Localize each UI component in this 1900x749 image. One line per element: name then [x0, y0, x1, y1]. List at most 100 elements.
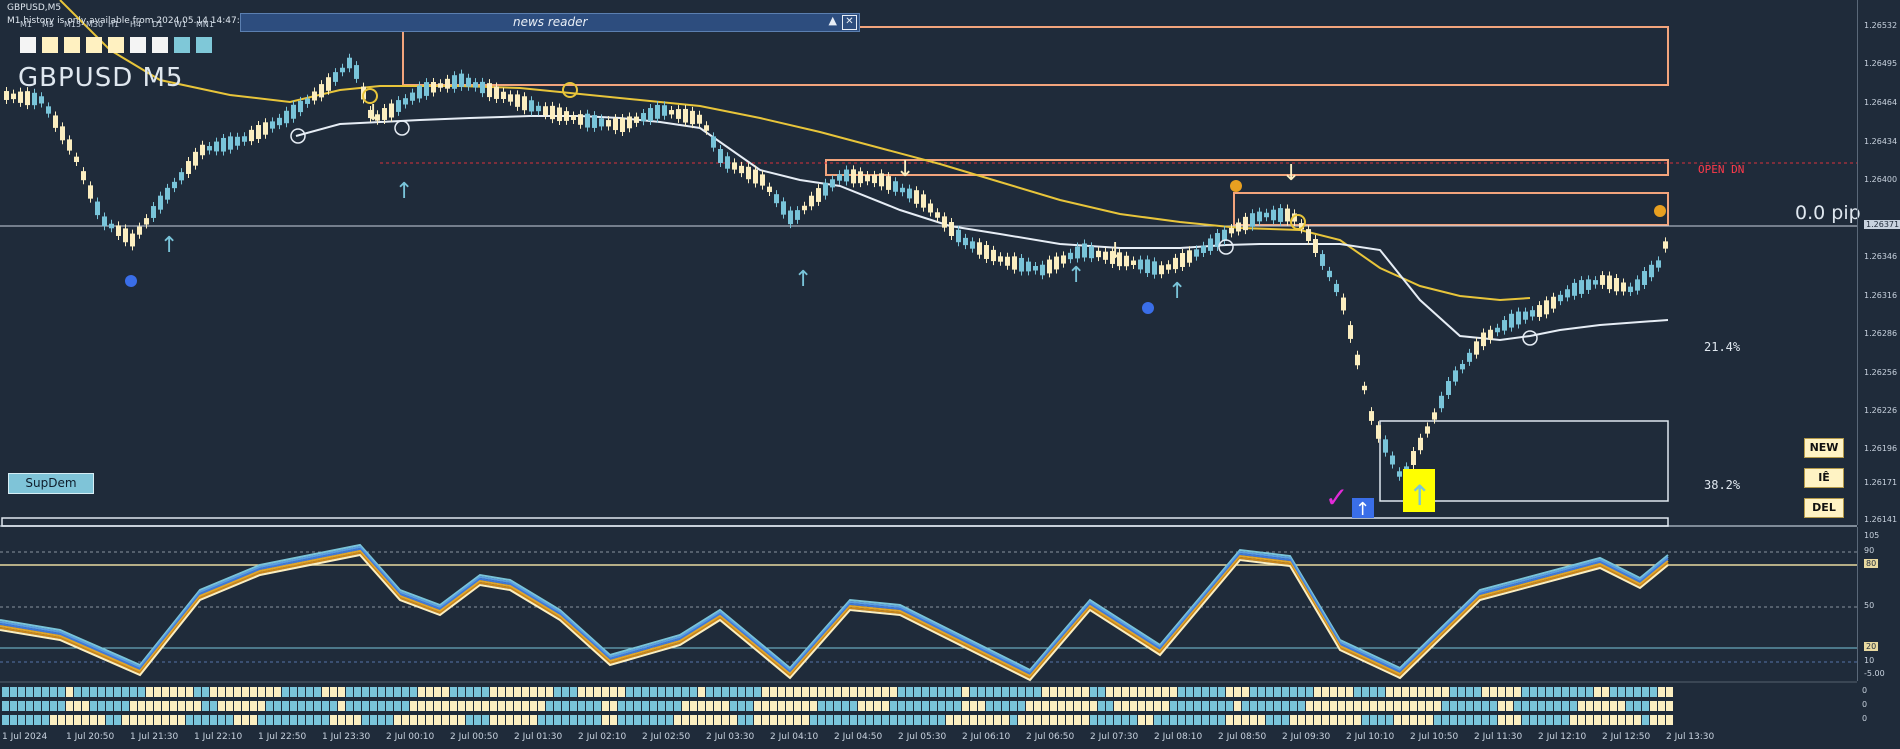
ie-button[interactable]: IÊ	[1804, 468, 1844, 488]
histogram-cell	[18, 687, 25, 697]
timeframe-label-d1: D1	[152, 20, 164, 29]
timeframe-button-d1[interactable]	[152, 37, 168, 53]
histogram-cell	[1498, 701, 1505, 711]
histogram-cell	[1234, 715, 1241, 725]
histogram-cell	[1370, 687, 1377, 697]
timeframe-button-h4[interactable]	[130, 37, 146, 53]
collapse-icon[interactable]: ▲	[828, 14, 837, 27]
histogram-cell	[1522, 715, 1529, 725]
histogram-cell	[394, 701, 401, 711]
histogram-cell	[506, 701, 513, 711]
histogram-cell	[474, 687, 481, 697]
histogram-cell	[1530, 715, 1537, 725]
price-axis[interactable]: 1.26532 1.26495 1.26464 1.26434 1.26400 1.263…	[1857, 0, 1900, 525]
histogram-cell	[1290, 687, 1297, 697]
histogram-cell	[610, 687, 617, 697]
histogram-cell	[330, 687, 337, 697]
histogram-cell	[1570, 715, 1577, 725]
timeframe-button-m30[interactable]	[86, 37, 102, 53]
timeframe-button-h1[interactable]	[108, 37, 124, 53]
histogram-cell	[1018, 687, 1025, 697]
star-marker-icon	[1290, 214, 1306, 230]
histogram-cell	[1466, 715, 1473, 725]
time-tick-label: 2 Jul 04:50	[834, 732, 883, 742]
timeframe-button-w1[interactable]	[174, 37, 190, 53]
histogram-cell	[738, 701, 745, 711]
oscillator-line	[0, 543, 1669, 672]
del-button[interactable]: DEL	[1804, 498, 1844, 518]
timeframe-button-m1[interactable]	[20, 37, 36, 53]
histogram-cell	[994, 715, 1001, 725]
timeframe-button-mn1[interactable]	[196, 37, 212, 53]
histogram-cell	[682, 701, 689, 711]
histogram-cell	[1426, 687, 1433, 697]
histogram-cell	[1378, 687, 1385, 697]
histogram-cell	[722, 701, 729, 711]
histogram-cell	[866, 687, 873, 697]
news-reader-bar[interactable]: news reader ▲ ✕	[240, 13, 860, 32]
histogram-cell	[1634, 715, 1641, 725]
histogram-cell	[642, 687, 649, 697]
histogram-cell	[146, 715, 153, 725]
histogram-cell	[978, 687, 985, 697]
histogram-cell	[1194, 701, 1201, 711]
histogram-cell	[386, 687, 393, 697]
histogram-cell	[1274, 715, 1281, 725]
histogram-cell	[90, 687, 97, 697]
histogram-cell	[250, 687, 257, 697]
histogram-cell	[1610, 715, 1617, 725]
supdem-button[interactable]: SupDem	[8, 473, 94, 494]
histogram-cell	[490, 687, 497, 697]
sell-arrow-icon: ↓	[1282, 161, 1300, 186]
histogram-cell	[1290, 701, 1297, 711]
window-title: GBPUSD,M5	[7, 3, 62, 13]
histogram-cell	[338, 715, 345, 725]
histogram-cell	[1154, 687, 1161, 697]
moving-average-line	[59, 0, 1531, 302]
histogram-cell	[274, 715, 281, 725]
histogram-cell	[618, 701, 625, 711]
histogram-cell	[1642, 701, 1649, 711]
histogram-rows	[2, 687, 1673, 725]
histogram-cell	[266, 687, 273, 697]
timeframe-button-m5[interactable]	[42, 37, 58, 53]
histogram-cell	[242, 701, 249, 711]
histogram-cell	[282, 715, 289, 725]
histogram-tick-label: 0	[1862, 686, 1868, 695]
price-tick-label: 1.26286	[1864, 329, 1898, 338]
histogram-cell	[754, 701, 761, 711]
histogram-cell	[1482, 701, 1489, 711]
histogram-cell	[370, 687, 377, 697]
histogram-cell	[90, 701, 97, 711]
histogram-cell	[818, 687, 825, 697]
histogram-cell	[58, 687, 65, 697]
histogram-cell	[610, 701, 617, 711]
histogram-cell	[1394, 715, 1401, 725]
histogram-cell	[1114, 701, 1121, 711]
histogram-cell	[882, 701, 889, 711]
histogram-cell	[890, 687, 897, 697]
new-button[interactable]: NEW	[1804, 438, 1844, 458]
histogram-cell	[250, 701, 257, 711]
histogram-cell	[1490, 715, 1497, 725]
close-icon[interactable]: ✕	[842, 15, 857, 30]
timeframe-button-m15[interactable]	[64, 37, 80, 53]
histogram-cell	[154, 715, 161, 725]
histogram-cell	[18, 701, 25, 711]
histogram-cell	[946, 715, 953, 725]
histogram-cell	[1458, 687, 1465, 697]
histogram-cell	[1290, 715, 1297, 725]
oscillator-tick-label: 20	[1864, 642, 1879, 651]
supply-zone	[825, 159, 1669, 176]
histogram-cell	[730, 687, 737, 697]
histogram-cell	[1570, 687, 1577, 697]
histogram-cell	[1490, 687, 1497, 697]
histogram-cell	[474, 701, 481, 711]
histogram-cell	[1298, 701, 1305, 711]
histogram-cell	[1314, 687, 1321, 697]
buy-marker	[1352, 498, 1374, 518]
histogram-cell	[1514, 701, 1521, 711]
histogram-cell	[1258, 701, 1265, 711]
